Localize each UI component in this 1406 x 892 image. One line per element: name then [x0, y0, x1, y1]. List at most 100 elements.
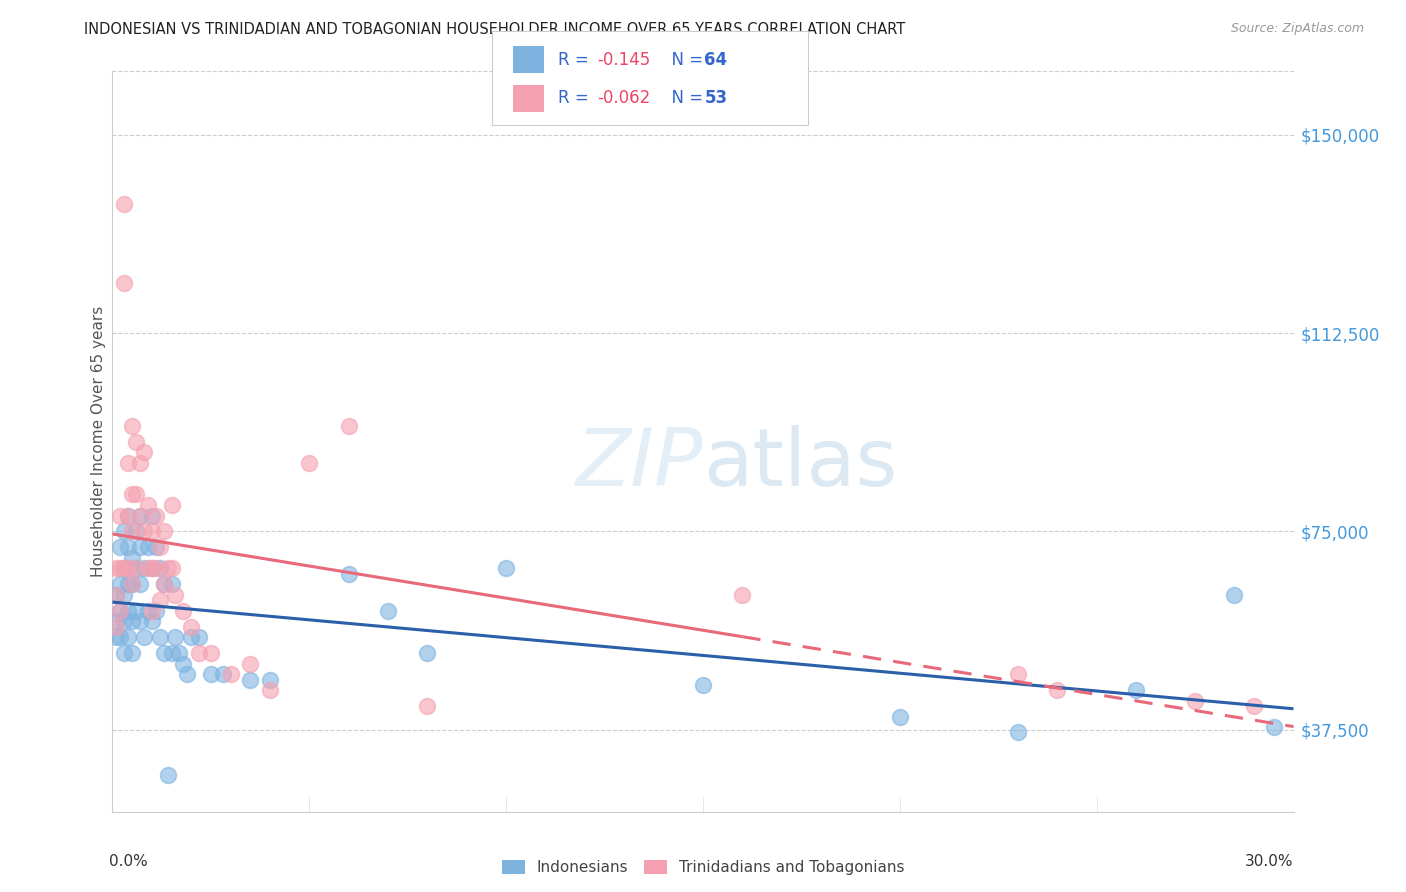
Point [145, 604, 167, 618]
Point [121, 577, 143, 591]
Text: -0.062: -0.062 [598, 89, 651, 107]
Point [152, 646, 174, 660]
Point [377, 604, 399, 618]
Point [337, 418, 360, 433]
Point [132, 630, 155, 644]
Point [110, 541, 132, 555]
Point [141, 561, 163, 575]
Point [112, 524, 135, 539]
Point [200, 646, 222, 660]
Point [149, 593, 172, 607]
Point [105, 630, 128, 644]
Point [129, 508, 152, 523]
Point [121, 550, 143, 565]
Point [110, 561, 132, 575]
Point [112, 276, 135, 290]
Point [141, 615, 163, 629]
Point [165, 588, 187, 602]
Point [117, 508, 139, 523]
Point [152, 577, 174, 591]
Point [156, 767, 179, 781]
Point [110, 604, 132, 618]
Point [416, 698, 439, 713]
Point [152, 524, 174, 539]
Point [145, 508, 167, 523]
Point [188, 646, 211, 660]
Point [160, 577, 183, 591]
Point [121, 487, 143, 501]
Text: -0.145: -0.145 [598, 51, 651, 69]
Point [121, 577, 143, 591]
Point [136, 541, 159, 555]
Point [188, 630, 211, 644]
Point [121, 418, 143, 433]
Point [125, 561, 148, 575]
Point [141, 561, 163, 575]
Point [211, 667, 233, 681]
Point [136, 604, 159, 618]
Point [117, 604, 139, 618]
Point [105, 615, 128, 629]
Point [495, 561, 517, 575]
Point [125, 524, 148, 539]
Text: R =: R = [558, 89, 595, 107]
Point [259, 683, 281, 698]
Point [105, 561, 128, 575]
Point [136, 561, 159, 575]
Text: N =: N = [661, 51, 709, 69]
Point [1243, 698, 1265, 713]
Point [129, 615, 152, 629]
Point [112, 561, 135, 575]
Point [219, 667, 242, 681]
Point [117, 456, 139, 470]
Text: ZIP: ZIP [575, 425, 703, 503]
Point [1223, 588, 1246, 602]
Text: R =: R = [558, 51, 595, 69]
Point [172, 657, 194, 671]
Point [1007, 667, 1029, 681]
Point [145, 561, 167, 575]
Point [110, 630, 132, 644]
Point [125, 561, 148, 575]
Point [149, 630, 172, 644]
Point [121, 615, 143, 629]
Point [165, 630, 187, 644]
Point [110, 577, 132, 591]
Text: 0.0%: 0.0% [108, 854, 148, 869]
Legend: Indonesians, Trinidadians and Tobagonians: Indonesians, Trinidadians and Tobagonian… [498, 855, 908, 880]
Point [160, 561, 183, 575]
Point [136, 498, 159, 512]
Point [149, 561, 172, 575]
Point [156, 561, 179, 575]
Point [337, 566, 360, 581]
Point [110, 508, 132, 523]
Point [110, 604, 132, 618]
Point [112, 615, 135, 629]
Point [117, 541, 139, 555]
Point [129, 577, 152, 591]
Point [692, 678, 714, 692]
Point [1263, 720, 1285, 734]
Point [117, 508, 139, 523]
Text: Source: ZipAtlas.com: Source: ZipAtlas.com [1230, 22, 1364, 36]
Point [112, 646, 135, 660]
Point [416, 646, 439, 660]
Point [121, 646, 143, 660]
Point [298, 456, 321, 470]
Point [141, 524, 163, 539]
Point [149, 541, 172, 555]
Point [121, 524, 143, 539]
Point [172, 604, 194, 618]
Point [132, 561, 155, 575]
Text: 30.0%: 30.0% [1246, 854, 1294, 869]
Point [180, 630, 202, 644]
Point [117, 561, 139, 575]
Point [105, 588, 128, 602]
Point [145, 541, 167, 555]
Point [117, 630, 139, 644]
Point [889, 709, 911, 723]
Point [160, 498, 183, 512]
Point [169, 646, 191, 660]
Point [112, 196, 135, 211]
Text: N =: N = [661, 89, 709, 107]
